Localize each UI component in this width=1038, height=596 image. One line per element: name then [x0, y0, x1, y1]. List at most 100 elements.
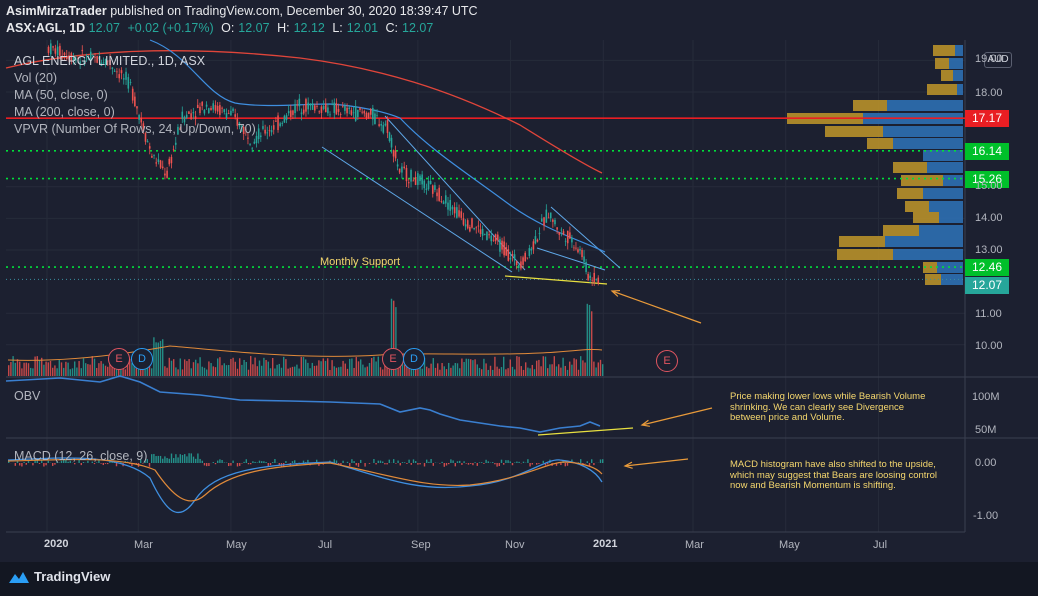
dividend-marker[interactable]: D — [403, 348, 425, 370]
volume-bar — [107, 366, 109, 376]
candle-body — [571, 238, 573, 243]
candle-body — [372, 107, 374, 120]
publish-info: AsimMirzaTrader published on TradingView… — [6, 4, 478, 18]
macd-histogram-bar — [500, 459, 503, 463]
obv-legend[interactable]: OBV — [14, 389, 41, 403]
vpvr-up-bar — [955, 45, 963, 56]
earnings-marker[interactable]: E — [382, 348, 404, 370]
macd-histogram-bar — [454, 463, 456, 467]
vpvr-up-bar — [953, 70, 963, 81]
volume-bar — [63, 367, 65, 376]
arrow-head — [610, 289, 621, 297]
macd-histogram-bar — [98, 460, 100, 463]
price-chart-svg[interactable] — [0, 0, 1038, 562]
candle-body — [447, 202, 449, 210]
volume-bar — [278, 363, 280, 376]
publisher-name[interactable]: AsimMirzaTrader — [6, 4, 107, 18]
candle-body — [329, 114, 331, 116]
volume-bar — [241, 364, 243, 376]
candle-body — [593, 272, 595, 282]
volume-bar — [333, 366, 335, 376]
volume-bar — [450, 367, 452, 376]
macd-histogram-bar — [166, 457, 168, 463]
candle-body — [89, 51, 92, 60]
ma50-legend[interactable]: MA (50, close, 0) — [14, 88, 108, 102]
arrow-head — [623, 461, 633, 469]
chart-title-legend[interactable]: AGL ENERGY LIMITED., 1D, ASX — [14, 54, 206, 68]
volume-bar — [243, 359, 245, 376]
volume-bar — [197, 363, 199, 376]
earnings-marker[interactable]: E — [656, 350, 678, 372]
candle-body — [464, 224, 467, 227]
candle-body — [98, 56, 101, 60]
candle-body — [285, 115, 288, 120]
macd-histogram-bar — [294, 460, 296, 463]
note-line: now and Bearish Momentum is shifting. — [730, 480, 896, 491]
vpvr-up-bar — [893, 138, 963, 149]
candle-body — [234, 114, 236, 117]
volume-bar — [76, 367, 78, 376]
candle-body — [499, 239, 501, 252]
candle-body — [403, 166, 405, 169]
macd-histogram-bar — [104, 463, 107, 464]
macd-histogram-bar — [375, 463, 377, 465]
candle-body — [94, 57, 96, 58]
candle-body — [488, 234, 490, 236]
candle-body — [268, 130, 271, 132]
volume-bar — [406, 365, 408, 376]
volume-bar — [245, 361, 247, 376]
volume-bar — [311, 362, 313, 376]
candle-body — [136, 106, 138, 109]
volume-bar — [203, 367, 206, 376]
tradingview-logo-icon[interactable] — [8, 570, 30, 584]
symbol-ohlc-line: ASX:AGL, 1D 12.07 +0.02 (+0.17%) O: 12.07… — [6, 21, 437, 35]
candle-body — [294, 104, 296, 114]
price-tag-12-07: 12.07 — [965, 277, 1009, 294]
macd-histogram-bar — [168, 458, 170, 463]
tradingview-brand[interactable]: TradingView — [34, 569, 111, 584]
macd-histogram-bar — [100, 463, 102, 464]
macd-histogram-bar — [144, 460, 146, 463]
volume-bar — [349, 358, 351, 376]
candle-body — [558, 232, 561, 235]
macd-histogram-bar — [54, 463, 56, 465]
vpvr-down-bar — [905, 201, 929, 212]
candle-body — [232, 108, 234, 112]
macd-histogram-bar — [197, 453, 199, 463]
vol-legend[interactable]: Vol (20) — [14, 71, 58, 85]
vpvr-down-bar — [901, 175, 943, 186]
ma200-legend[interactable]: MA (200, close, 0) — [14, 105, 115, 119]
vpvr-legend[interactable]: VPVR (Number Of Rows, 24, Up/Down, 70) — [14, 122, 256, 136]
candle-body — [318, 111, 321, 113]
candle-body — [520, 261, 522, 269]
macd-tick: 0.00 — [975, 457, 997, 469]
earnings-marker[interactable]: E — [108, 348, 130, 370]
volume-bar — [379, 367, 382, 376]
macd-legend[interactable]: MACD (12, 26, close, 9) — [14, 449, 148, 463]
candle-body — [61, 55, 63, 58]
currency-button[interactable]: AUD — [984, 52, 1012, 68]
macd-histogram-bar — [384, 463, 386, 465]
price-tag-15-26: 15.26 — [965, 171, 1009, 188]
candle-body — [281, 123, 284, 124]
low-value: 12.01 — [346, 21, 379, 35]
macd-histogram-bar — [527, 459, 529, 463]
candle-body — [483, 234, 486, 235]
macd-histogram-bar — [91, 461, 93, 463]
volume-bar — [518, 356, 520, 376]
candle-body — [54, 48, 57, 54]
macd-histogram-bar — [316, 459, 318, 463]
volume-bar — [423, 357, 426, 376]
macd-histogram-bar — [335, 460, 338, 463]
volume-bar — [228, 364, 230, 376]
candle-body — [70, 53, 73, 62]
volume-bar — [454, 363, 456, 376]
macd-histogram-bar — [19, 463, 21, 466]
candle-body — [511, 254, 514, 256]
dividend-marker[interactable]: D — [131, 348, 153, 370]
candle-body — [240, 126, 243, 132]
candle-body — [168, 158, 171, 165]
macd-histogram-bar — [408, 459, 410, 463]
candle-body — [481, 228, 484, 236]
